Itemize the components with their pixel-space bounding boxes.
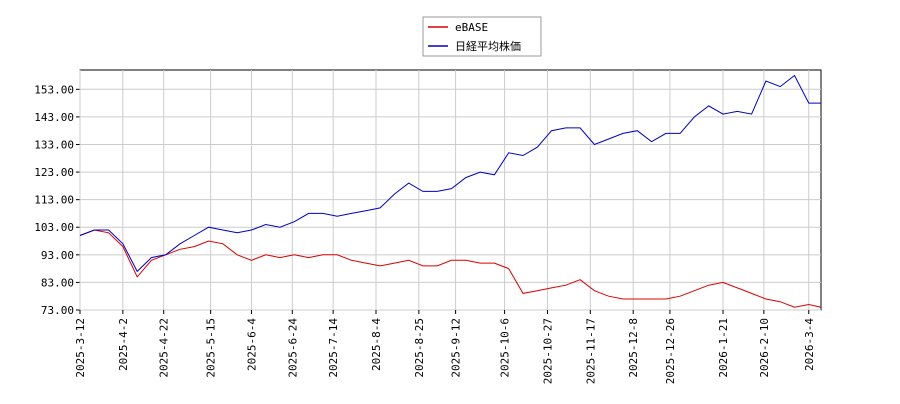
- series-line: [79, 229, 822, 308]
- x-tick-label: 2026-3-4: [803, 318, 816, 371]
- y-tick-label: 143.00: [34, 111, 74, 124]
- y-tick-label: 103.00: [34, 221, 74, 234]
- x-tick-label: 2025-10-27: [541, 318, 554, 384]
- legend-label: eBASE: [455, 21, 488, 34]
- x-tick-label: 2025-5-15: [205, 318, 218, 378]
- y-tick-label: 113.00: [34, 194, 74, 207]
- x-tick-label: 2025-8-4: [370, 318, 383, 371]
- x-tick-label: 2025-7-14: [327, 318, 340, 378]
- x-tick-label: 2025-4-2: [117, 318, 130, 371]
- y-tick-label: 153.00: [34, 83, 74, 96]
- x-tick-label: 2025-11-17: [584, 318, 597, 384]
- legend-label: 日経平均株価: [455, 39, 521, 53]
- legend: [422, 16, 542, 57]
- x-tick-label: 2025-4-22: [158, 318, 171, 378]
- x-tick-label: 2025-8-25: [413, 318, 426, 378]
- x-tick-label: 2025-6-24: [286, 318, 299, 378]
- x-tick-label: 2026-1-21: [717, 318, 730, 378]
- x-tick-label: 2025-3-12: [74, 318, 87, 378]
- y-tick-label: 123.00: [34, 166, 74, 179]
- y-tick-label: 133.00: [34, 138, 74, 151]
- x-tick-label: 2025-9-12: [450, 318, 463, 378]
- x-tick-label: 2025-10-6: [499, 318, 512, 378]
- x-tick-label: 2025-12-8: [627, 318, 640, 378]
- x-tick-label: 2026-2-10: [758, 318, 771, 378]
- x-tick-label: 2025-12-26: [664, 318, 677, 384]
- y-tick-label: 73.00: [41, 304, 74, 317]
- y-tick-label: 83.00: [41, 276, 74, 289]
- y-tick-label: 93.00: [41, 249, 74, 262]
- series-line: [79, 74, 821, 273]
- x-tick-label: 2025-6-4: [245, 318, 258, 371]
